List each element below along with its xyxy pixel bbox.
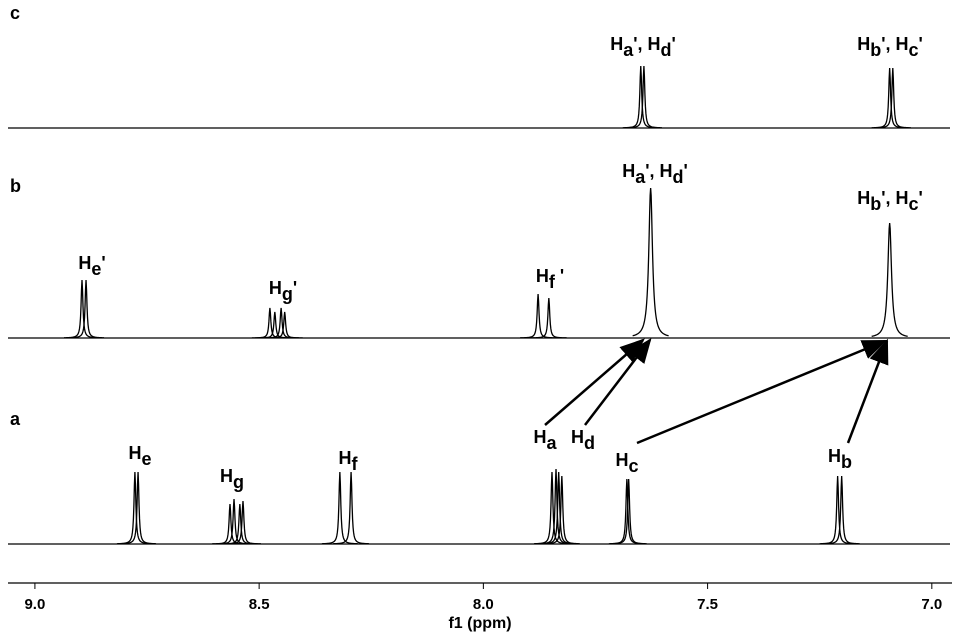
panel-label: c [10, 3, 20, 23]
peak [625, 65, 662, 129]
panel-label: a [10, 409, 21, 429]
peak-label: He [128, 443, 151, 469]
x-tick-label: 7.0 [921, 596, 942, 613]
x-tick-label: 9.0 [24, 596, 45, 613]
peak [68, 279, 105, 339]
peak-label: Hb [828, 446, 852, 472]
x-axis-title: f1 (ppm) [448, 615, 511, 632]
peak-label: Hg [220, 466, 244, 492]
peak [543, 475, 580, 545]
peak [608, 478, 645, 545]
peak-label: Ha', Hd' [622, 161, 688, 187]
peak-label: Hd [571, 427, 595, 453]
x-tick-label: 8.0 [473, 596, 494, 613]
peak [120, 471, 157, 545]
peak [823, 475, 860, 545]
peak [256, 311, 293, 339]
peak [632, 187, 669, 337]
peak [63, 279, 101, 339]
peak-label: Hc [615, 450, 638, 476]
peak-label: Ha [533, 427, 557, 453]
x-tick-label: 7.5 [697, 596, 718, 613]
peak-label: Hg' [269, 278, 297, 304]
peak-label: Hf ' [536, 266, 564, 292]
x-tick-label: 8.5 [249, 596, 270, 613]
peak [321, 471, 358, 545]
peak [520, 293, 557, 339]
panel-label: b [10, 176, 21, 196]
peak [530, 297, 567, 339]
peak [333, 471, 370, 545]
peak [871, 222, 908, 337]
peak [819, 475, 856, 545]
peak-label: Hb', Hc' [857, 188, 923, 214]
peak [610, 478, 647, 545]
peak-label: He' [78, 253, 105, 279]
arrows [544, 338, 889, 445]
peak-label: Hf [339, 448, 359, 474]
peak [266, 311, 303, 339]
peak [216, 498, 253, 545]
peak-label: Ha', Hd' [610, 34, 676, 60]
peak [874, 67, 911, 129]
peak [224, 500, 262, 545]
peak-label: Hb', Hc' [857, 34, 923, 60]
